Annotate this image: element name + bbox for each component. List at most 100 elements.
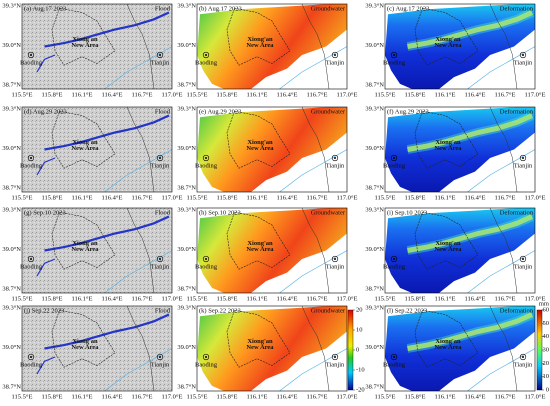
lon-tick-label: 115.8°E (217, 295, 238, 302)
colorbar-tick-label: 10 (543, 373, 550, 380)
lat-tick-label: 39.3°N (177, 206, 196, 213)
city-marker (156, 51, 164, 59)
subsidence-band (406, 8, 534, 51)
lon-tick-label: 115.8°E (405, 295, 426, 302)
panel-label: (h) Sep.10 2023 (199, 209, 241, 216)
lon-tick-label: 116.1°E (247, 393, 268, 400)
map-layers (385, 107, 535, 192)
colorbar-tick-label: -10 (356, 366, 365, 373)
city-marker (205, 356, 207, 358)
city-marker (331, 353, 339, 361)
panel-frame (21, 106, 173, 193)
lon-tick-label: 115.8°E (217, 91, 238, 98)
map-layers (22, 4, 172, 89)
area-label: New Area (71, 344, 99, 351)
area-label: New Area (71, 145, 99, 152)
city-marker (393, 258, 395, 260)
area-label: New Area (71, 42, 99, 49)
lon-tick-label: 115.8°E (42, 91, 63, 98)
city-label: Baoding (383, 162, 406, 169)
lon-tick-label: 115.5°E (12, 91, 33, 98)
panel-kind: Flood (155, 108, 171, 115)
colorbar-tick-label: 50 (543, 320, 550, 327)
lon-tick-label: 117.0°E (525, 295, 546, 302)
city-label: Tianjin (326, 162, 345, 169)
city-label: Baoding (195, 263, 218, 270)
lon-tick-label: 116.7°E (307, 91, 328, 98)
city-marker (30, 157, 32, 159)
river (104, 149, 172, 192)
province-boundary (489, 107, 518, 192)
lon-tick-label: 116.4°E (465, 295, 486, 302)
flood-extent (36, 54, 56, 73)
panel-frame (196, 207, 348, 294)
lon-tick-label: 117.0°E (337, 393, 358, 400)
city-marker (27, 353, 35, 361)
city-marker (393, 157, 395, 159)
lon-tick-label: 116.4°E (465, 393, 486, 400)
city-marker (331, 255, 339, 263)
lon-tick-label: 116.4°E (277, 194, 298, 201)
panel-label: (b) Aug.17 2023 (199, 5, 242, 12)
city-marker (30, 258, 32, 260)
lon-tick-label: 116.7°E (132, 91, 153, 98)
lon-tick-label: 116.1°E (247, 91, 268, 98)
raster-region (197, 4, 347, 89)
xiongan-boundary (226, 211, 291, 270)
city-label: Tianjin (514, 361, 533, 368)
lat-tick-label: 39.0°N (177, 344, 196, 351)
city-marker (390, 154, 398, 162)
lon-tick-label: 116.7°E (307, 194, 328, 201)
flood-extent (36, 356, 56, 375)
panel-frame (196, 305, 348, 392)
area-label: New Area (434, 42, 462, 49)
city-label: Tianjin (514, 263, 533, 270)
province-boundary (489, 4, 518, 89)
area-label: Xiong'an (435, 36, 461, 43)
lon-tick-label: 115.5°E (187, 295, 208, 302)
lon-tick-label: 116.7°E (132, 393, 153, 400)
lon-tick-label: 115.5°E (12, 194, 33, 201)
raster-region (197, 107, 347, 192)
city-marker (27, 154, 35, 162)
city-marker (393, 54, 395, 56)
city-marker (156, 255, 164, 263)
lon-tick-label: 116.1°E (72, 393, 93, 400)
panel-label: (d) Aug.29 2023 (24, 108, 67, 115)
panel-kind: Deformation (500, 108, 534, 115)
lon-tick-label: 115.5°E (375, 91, 396, 98)
lon-tick-label: 117.0°E (525, 91, 546, 98)
city-marker (27, 255, 35, 263)
area-label: Xiong'an (72, 36, 98, 43)
colorbar-tick-label: 20 (543, 360, 550, 367)
map-layers (197, 4, 347, 89)
lon-tick-label: 115.5°E (375, 295, 396, 302)
map-layers (197, 208, 347, 293)
panel-kind: Groundwater (311, 5, 346, 12)
lon-tick-label: 115.8°E (405, 194, 426, 201)
subsidence-band (407, 113, 534, 152)
city-marker (522, 157, 524, 159)
lat-tick-label: 39.0°N (365, 145, 384, 152)
xiongan-boundary (51, 110, 116, 169)
city-marker (390, 353, 398, 361)
lon-tick-label: 116.7°E (307, 295, 328, 302)
area-label: New Area (434, 246, 462, 253)
flood-extent (44, 114, 170, 151)
city-marker (159, 258, 161, 260)
area-label: New Area (71, 246, 99, 253)
lon-tick-label: 116.7°E (132, 194, 153, 201)
province-boundary (126, 306, 155, 391)
map-layers (22, 208, 172, 293)
province-boundary (489, 306, 518, 391)
river (279, 149, 347, 192)
panel-frame (384, 207, 536, 294)
subsidence-band (407, 214, 534, 253)
city-marker (522, 356, 524, 358)
lat-tick-label: 38.7°N (177, 383, 196, 390)
city-label: Tianjin (151, 59, 170, 66)
